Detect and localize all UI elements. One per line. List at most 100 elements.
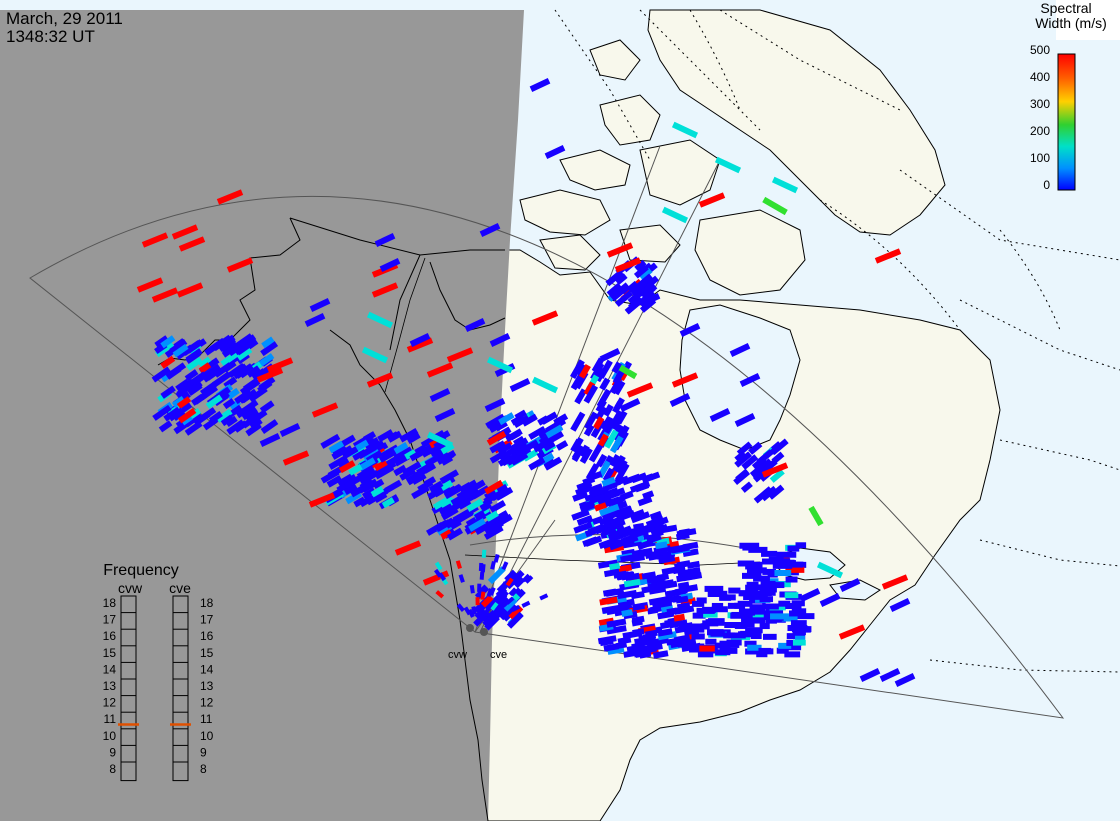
backscatter-cell — [488, 510, 509, 526]
backscatter-cell — [506, 611, 524, 629]
observation-date: March, 29 2011 — [6, 9, 123, 28]
backscatter-cell — [879, 668, 901, 682]
backscatter-cell — [423, 476, 437, 487]
backscatter-cell — [370, 486, 385, 498]
backscatter-cell — [575, 484, 593, 496]
backscatter-cell — [458, 574, 465, 583]
backscatter-cell — [485, 413, 506, 429]
backscatter-cell — [574, 388, 588, 405]
backscatter-cell — [640, 275, 659, 293]
backscatter-cell — [466, 498, 484, 512]
backscatter-cell — [487, 566, 506, 585]
backscatter-cell — [422, 570, 450, 586]
backscatter-cell — [753, 486, 773, 504]
backscatter-cell — [171, 224, 199, 240]
backscatter-cell — [479, 571, 485, 580]
backscatter-cell — [647, 606, 659, 615]
backscatter-cell — [381, 497, 395, 509]
backscatter-cell — [611, 282, 630, 300]
backscatter-cell — [258, 376, 276, 391]
backscatter-cell — [151, 287, 179, 303]
backscatter-cell — [341, 446, 359, 460]
backscatter-cell — [409, 447, 427, 462]
backscatter-cell — [309, 298, 331, 312]
backscatter-cell — [404, 449, 417, 460]
backscatter-cell — [602, 538, 619, 549]
frequency-tick-label: 8 — [200, 762, 207, 776]
backscatter-cell — [488, 422, 502, 433]
backscatter-cell — [666, 544, 688, 554]
backscatter-cell — [393, 464, 407, 477]
backscatter-cell — [729, 343, 751, 357]
backscatter-cell — [677, 581, 690, 590]
backscatter-cell — [819, 593, 841, 607]
backscatter-cell — [485, 510, 499, 522]
backscatter-cell — [617, 571, 630, 580]
backscatter-cell — [198, 362, 212, 374]
backscatter-cell — [240, 399, 259, 415]
backscatter-cell — [227, 342, 244, 357]
backscatter-cell — [650, 524, 666, 535]
backscatter-cell — [160, 355, 176, 369]
backscatter-cell — [393, 442, 409, 455]
backscatter-cell — [632, 602, 646, 611]
backscatter-cell — [336, 456, 350, 468]
backscatter-cell — [338, 460, 356, 474]
backscatter-cell — [634, 259, 647, 272]
backscatter-cell — [593, 501, 607, 512]
backscatter-cell — [497, 442, 513, 455]
backscatter-cell — [615, 459, 628, 475]
backscatter-cell — [366, 372, 394, 388]
observation-time: 1348:32 UT — [6, 27, 95, 46]
backscatter-cell — [215, 408, 233, 423]
political-boundaries — [384, 257, 761, 566]
arctic-island — [639, 139, 721, 206]
backscatter-cell — [160, 385, 176, 399]
backscatter-cell — [469, 584, 475, 594]
backscatter-cell — [480, 594, 494, 608]
frequency-tick-label: 14 — [103, 662, 117, 676]
backscatter-cell — [584, 535, 603, 547]
backscatter-cell — [771, 176, 799, 194]
frequency-panel: Frequency cvw cve 1817161514131211109818… — [103, 562, 214, 782]
backscatter-cell — [482, 607, 491, 617]
backscatter-cell — [612, 454, 626, 473]
colorbar-title-background — [1056, 0, 1120, 40]
backscatter-cell — [577, 480, 593, 491]
backscatter-cell — [602, 516, 623, 529]
backscatter-cell — [748, 441, 763, 455]
backscatter-cell — [385, 454, 402, 468]
backscatter-cell — [671, 121, 699, 139]
backscatter-cell — [226, 387, 240, 400]
frequency-tick-label: 16 — [103, 629, 117, 643]
backscatter-cell — [621, 609, 633, 617]
frequency-tick-label: 15 — [200, 646, 214, 660]
backscatter-cell — [373, 459, 388, 472]
backscatter-cell — [260, 419, 279, 434]
backscatter-cell — [282, 450, 310, 466]
backscatter-cell — [406, 337, 434, 353]
backscatter-cell — [486, 612, 496, 621]
backscatter-cell — [625, 572, 640, 582]
backscatter-cell — [471, 606, 477, 615]
backscatter-cell — [136, 277, 164, 293]
backscatter-cell — [326, 475, 343, 488]
backscatter-cell — [531, 310, 559, 326]
backscatter-cell — [734, 413, 756, 427]
frequency-tick-label: 10 — [103, 729, 117, 743]
backscatter-cell — [679, 584, 699, 594]
backscatter-cell — [578, 444, 590, 458]
backscatter-cell — [353, 496, 366, 508]
backscatter-cell — [486, 588, 493, 598]
backscatter-cell — [489, 449, 509, 464]
backscatter-cell — [241, 406, 258, 421]
backscatter-cell — [633, 522, 645, 531]
colorbar-tick-label: 400 — [1030, 70, 1050, 84]
backscatter-cell — [770, 438, 789, 455]
backscatter-cell — [570, 438, 582, 453]
backscatter-cell — [176, 396, 192, 409]
backscatter-cell — [603, 417, 617, 435]
backscatter-cell — [664, 589, 680, 598]
radar-field-of-view — [29, 145, 1065, 719]
backscatter-cell — [435, 517, 455, 533]
